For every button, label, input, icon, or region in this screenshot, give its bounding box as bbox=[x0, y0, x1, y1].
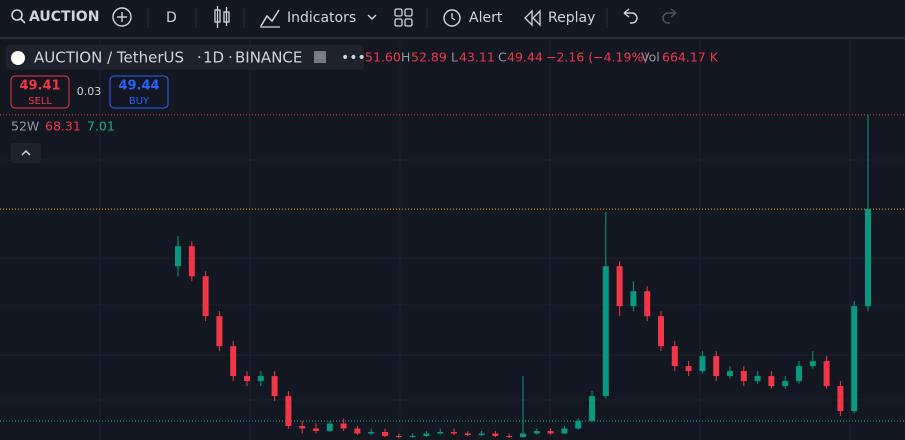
candle-body bbox=[658, 316, 664, 347]
candle-body bbox=[782, 381, 789, 387]
candle-body bbox=[423, 433, 430, 437]
candle-body bbox=[754, 376, 761, 382]
replay-label[interactable]: Replay bbox=[548, 10, 595, 26]
candle-body bbox=[837, 386, 844, 412]
candle-body bbox=[699, 356, 706, 372]
high-label: H bbox=[401, 50, 410, 65]
sell-button[interactable]: 49.41 SELL bbox=[10, 75, 70, 109]
legend-interval: 1D bbox=[203, 49, 224, 67]
candle-body bbox=[506, 436, 513, 438]
legend-exchange: BINANCE bbox=[235, 49, 302, 67]
candle-body bbox=[395, 436, 402, 438]
candle-body bbox=[478, 433, 485, 436]
candle-body bbox=[644, 291, 651, 317]
compare-button[interactable] bbox=[112, 7, 132, 27]
candle-body bbox=[244, 376, 250, 382]
search-button[interactable]: AUCTION bbox=[11, 9, 99, 25]
candle-body bbox=[285, 396, 292, 427]
close-value: 49.44 bbox=[507, 50, 543, 65]
grid bbox=[0, 40, 905, 440]
candle-body bbox=[533, 431, 540, 434]
week52-label: 52W bbox=[11, 119, 39, 134]
buy-button[interactable]: 49.44 BUY bbox=[109, 75, 169, 109]
alert-label[interactable]: Alert bbox=[469, 10, 503, 26]
candle-body bbox=[602, 266, 609, 397]
open-value: 51.60 bbox=[365, 50, 401, 65]
low-value: 43.11 bbox=[459, 50, 495, 65]
week52-high: 68.31 bbox=[45, 119, 81, 134]
change-value: −2.16 (−4.19%) bbox=[546, 50, 648, 65]
candle-body bbox=[230, 346, 237, 377]
layouts-button[interactable] bbox=[394, 8, 413, 27]
candle-body bbox=[851, 306, 858, 412]
candle-body bbox=[368, 432, 375, 434]
buy-price[interactable]: 49.44 bbox=[118, 79, 159, 94]
candle-body bbox=[216, 316, 223, 347]
buy-label[interactable]: BUY bbox=[129, 96, 150, 107]
candle-body bbox=[326, 423, 333, 432]
candle-body bbox=[768, 376, 775, 387]
candle-body bbox=[561, 428, 568, 434]
candle-body bbox=[409, 436, 416, 438]
candle-body bbox=[865, 209, 871, 307]
low-label: L bbox=[451, 50, 458, 65]
candle-body bbox=[257, 376, 264, 382]
collapse-button[interactable] bbox=[11, 143, 41, 163]
flag-button[interactable] bbox=[314, 51, 326, 63]
symbol[interactable]: AUCTION bbox=[29, 9, 99, 25]
candle-body bbox=[464, 433, 471, 436]
candle-body bbox=[740, 371, 747, 382]
volume-label: Vol bbox=[641, 50, 660, 65]
legend-pair: AUCTION / TetherUS bbox=[34, 49, 184, 67]
sell-label[interactable]: SELL bbox=[28, 96, 52, 107]
candle-body bbox=[616, 266, 623, 307]
candle-body bbox=[451, 432, 457, 434]
candle-body bbox=[796, 366, 802, 382]
candle-body bbox=[492, 433, 499, 437]
candle-body bbox=[188, 246, 195, 277]
candle-body bbox=[809, 361, 816, 367]
candle-body bbox=[727, 371, 733, 377]
separator: · bbox=[228, 49, 233, 67]
more-button[interactable]: ••• bbox=[341, 50, 366, 66]
candle-body bbox=[175, 246, 181, 267]
close-label: C bbox=[498, 50, 507, 65]
candle-body bbox=[437, 432, 444, 434]
candle-body bbox=[382, 432, 388, 437]
candle-body bbox=[313, 428, 319, 432]
candle-body bbox=[520, 433, 526, 438]
spread: 0.03 bbox=[77, 85, 102, 98]
candle-body bbox=[589, 396, 595, 422]
high-value: 52.89 bbox=[411, 50, 447, 65]
chart-type-button[interactable] bbox=[214, 6, 230, 28]
candle-body bbox=[354, 428, 361, 434]
candle-body bbox=[823, 361, 830, 387]
symbol-legend[interactable] bbox=[6, 45, 364, 70]
week52-low: 7.01 bbox=[87, 119, 115, 134]
interval-button[interactable]: D bbox=[166, 10, 177, 26]
indicators-button[interactable]: Indicators bbox=[260, 9, 377, 28]
undo-button[interactable] bbox=[623, 8, 638, 24]
candle-body bbox=[575, 421, 582, 429]
candle-body bbox=[713, 356, 720, 377]
candle-body bbox=[630, 291, 637, 307]
candle-body bbox=[547, 431, 554, 434]
candle-body bbox=[299, 426, 306, 429]
candle-body bbox=[685, 366, 692, 372]
sell-price[interactable]: 49.41 bbox=[19, 79, 60, 94]
candle-body bbox=[671, 346, 678, 367]
plot bbox=[0, 114, 905, 439]
redo-button[interactable] bbox=[662, 8, 677, 24]
separator: · bbox=[197, 49, 202, 67]
candle-body bbox=[271, 376, 278, 397]
candle-body bbox=[340, 423, 347, 429]
replay-button[interactable]: Replay bbox=[524, 9, 595, 27]
alert-button[interactable]: Alert bbox=[443, 9, 503, 27]
volume-value: 664.17 K bbox=[662, 50, 719, 65]
indicators-label[interactable]: Indicators bbox=[287, 10, 356, 26]
candle-body bbox=[202, 276, 209, 317]
